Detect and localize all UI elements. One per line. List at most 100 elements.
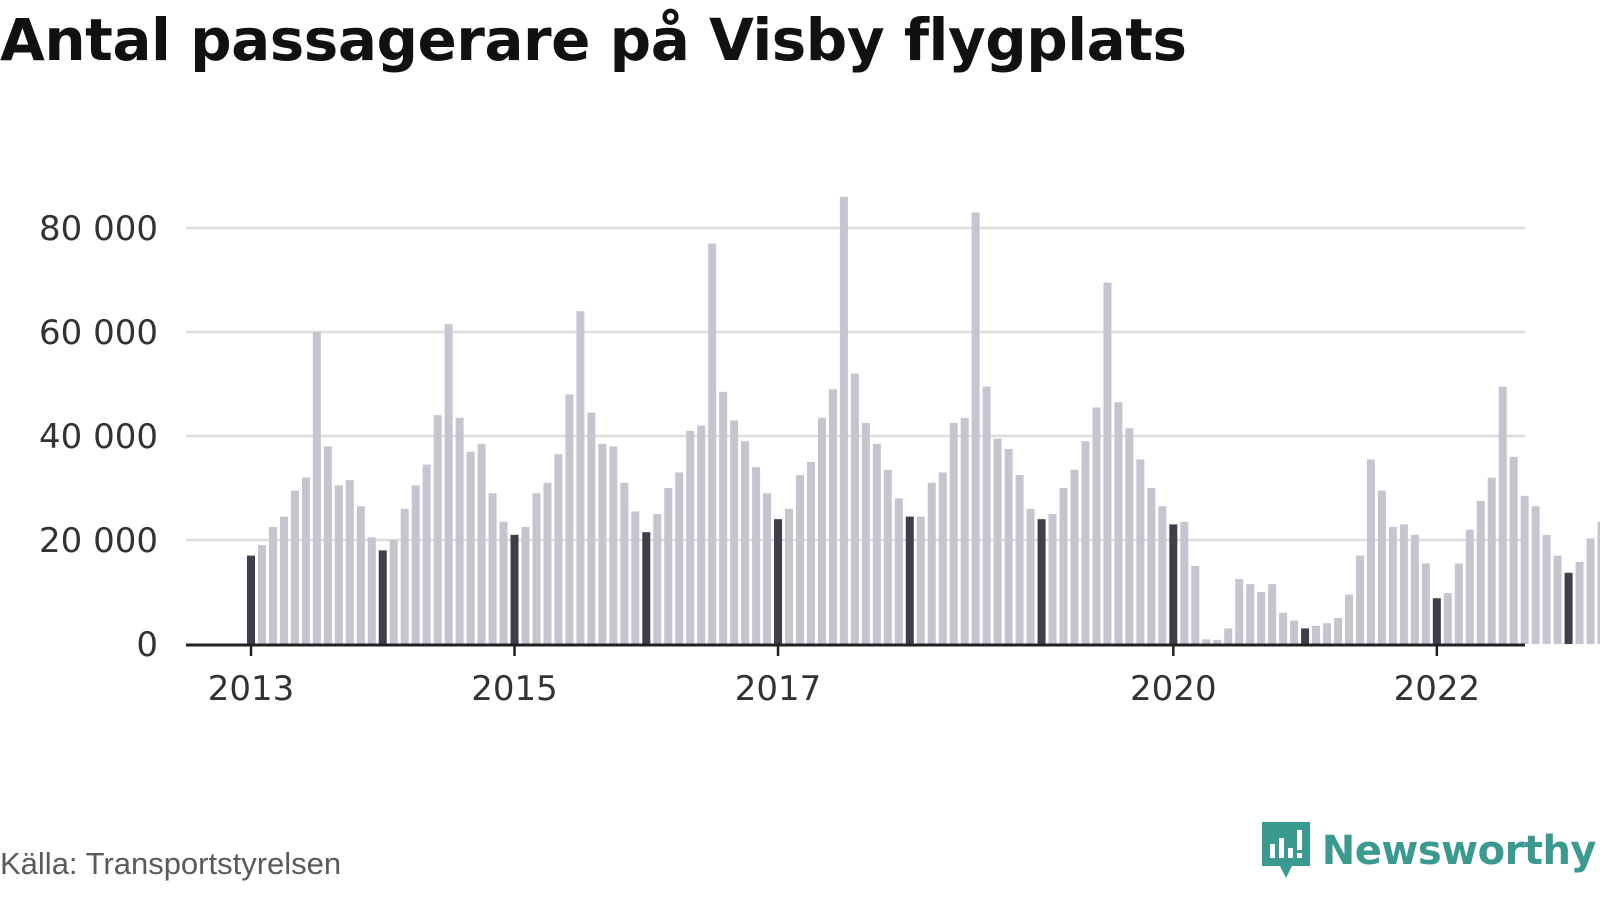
bars	[247, 196, 1600, 645]
bar	[1092, 407, 1101, 644]
bar	[1597, 521, 1600, 644]
bar	[1246, 584, 1255, 644]
bar	[312, 332, 321, 644]
bar	[653, 514, 662, 644]
x-tick-label: 2020	[1130, 669, 1217, 709]
bar	[367, 537, 376, 644]
bar	[774, 519, 783, 644]
bar	[378, 550, 387, 644]
bar	[1301, 628, 1310, 644]
bar	[400, 508, 409, 644]
bar	[356, 506, 365, 644]
bar	[1345, 594, 1353, 644]
bar	[510, 534, 519, 644]
bar	[1509, 456, 1518, 644]
bar	[839, 196, 848, 645]
bar	[850, 373, 859, 644]
bar	[532, 493, 541, 644]
bar	[1290, 620, 1299, 644]
bar	[1323, 623, 1332, 644]
bar	[444, 324, 453, 644]
bar	[1334, 618, 1343, 644]
bar	[1542, 534, 1551, 644]
bar	[565, 394, 574, 644]
bar	[664, 488, 673, 644]
bar	[861, 423, 870, 644]
bar	[433, 415, 442, 644]
bar	[916, 516, 925, 644]
bar	[1564, 572, 1573, 644]
bar	[806, 462, 815, 644]
bar	[1465, 529, 1474, 644]
bar	[1432, 598, 1441, 644]
bar	[1037, 519, 1046, 644]
bar	[927, 482, 936, 644]
y-tick-label: 20 000	[39, 521, 158, 561]
bar	[554, 454, 563, 644]
bar	[1114, 402, 1123, 644]
bar	[1312, 625, 1321, 644]
bar	[752, 467, 761, 644]
bar	[1421, 563, 1430, 644]
bar	[686, 430, 695, 644]
source-note: Källa: Transportstyrelsen	[0, 846, 342, 881]
bar	[642, 532, 651, 644]
bar	[1454, 563, 1463, 644]
bar	[587, 412, 596, 644]
bar	[872, 443, 881, 644]
bar	[960, 417, 969, 644]
bar	[1487, 477, 1496, 644]
bar	[1136, 459, 1145, 644]
bar	[1388, 527, 1397, 644]
bar	[1169, 524, 1178, 644]
bar	[741, 441, 750, 644]
bar	[785, 508, 794, 644]
bar	[609, 446, 618, 644]
bar	[334, 485, 343, 644]
bar	[1026, 508, 1035, 644]
bar	[598, 443, 607, 644]
bar	[290, 490, 299, 644]
bar	[631, 511, 640, 644]
bar	[1070, 469, 1079, 644]
y-tick-label: 60 000	[39, 313, 158, 353]
newsworthy-logo-icon	[1261, 822, 1310, 878]
y-tick-label: 0	[136, 625, 158, 665]
bar	[905, 516, 914, 644]
bar	[422, 464, 431, 644]
bar	[1213, 639, 1222, 644]
bar	[828, 389, 837, 644]
bar	[1366, 459, 1375, 644]
bar	[1377, 490, 1386, 644]
bar	[301, 477, 310, 644]
bar	[763, 493, 772, 644]
chart-title: Antal passagerare på Visby flygplats	[0, 6, 1187, 74]
bar	[477, 443, 486, 644]
bar	[488, 493, 497, 644]
bar	[323, 446, 332, 644]
y-axis-ticks: 0 20 000 40 000 60 000 80 000	[39, 209, 158, 665]
bar	[1180, 521, 1189, 644]
bar	[1048, 514, 1057, 644]
bar	[730, 420, 739, 644]
bar	[1235, 579, 1244, 644]
bar	[247, 555, 255, 644]
x-axis-ticks: 201320152017202020222024	[208, 644, 1480, 709]
bar	[620, 482, 629, 644]
bar	[499, 521, 508, 644]
bar	[1158, 506, 1167, 644]
bar	[1125, 428, 1134, 644]
bar	[455, 417, 464, 644]
bar	[268, 527, 277, 644]
bar	[543, 482, 552, 644]
bar	[1586, 538, 1595, 644]
bar	[1443, 593, 1452, 644]
bar	[1575, 561, 1584, 644]
bar	[708, 243, 717, 644]
bar	[719, 391, 728, 644]
bar	[894, 498, 903, 644]
bar	[257, 545, 266, 644]
bar	[1279, 612, 1288, 644]
bar	[1004, 449, 1013, 644]
